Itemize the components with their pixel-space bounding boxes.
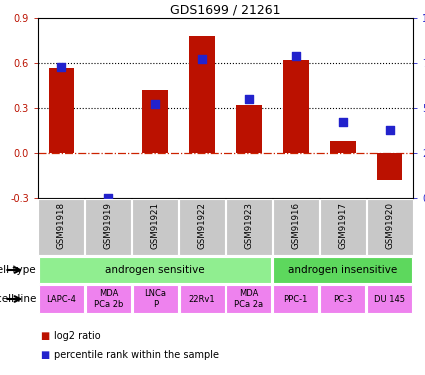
Bar xyxy=(86,285,131,313)
Text: LNCa
P: LNCa P xyxy=(144,289,166,309)
Bar xyxy=(48,68,74,153)
Bar xyxy=(179,285,224,313)
Text: GSM91916: GSM91916 xyxy=(291,202,300,249)
Point xyxy=(105,195,112,201)
Bar xyxy=(273,285,318,313)
Bar xyxy=(39,199,85,255)
Bar xyxy=(236,105,262,153)
Text: MDA
PCa 2b: MDA PCa 2b xyxy=(94,289,123,309)
Text: MDA
PCa 2a: MDA PCa 2a xyxy=(234,289,264,309)
Bar xyxy=(367,199,413,255)
Point xyxy=(292,53,299,59)
Bar xyxy=(39,285,84,313)
Bar xyxy=(273,257,412,283)
Bar xyxy=(142,90,168,153)
Bar xyxy=(367,285,412,313)
Bar xyxy=(132,199,178,255)
Text: percentile rank within the sample: percentile rank within the sample xyxy=(54,350,219,360)
Point xyxy=(198,56,205,62)
Text: LAPC-4: LAPC-4 xyxy=(46,294,76,303)
Text: ■: ■ xyxy=(40,350,49,360)
Text: log2 ratio: log2 ratio xyxy=(54,331,101,341)
Bar xyxy=(85,199,131,255)
Text: PC-3: PC-3 xyxy=(333,294,352,303)
Point xyxy=(339,119,346,125)
Text: DU 145: DU 145 xyxy=(374,294,405,303)
Text: GSM91922: GSM91922 xyxy=(198,202,207,249)
Bar xyxy=(39,257,272,283)
Bar xyxy=(227,285,272,313)
Title: GDS1699 / 21261: GDS1699 / 21261 xyxy=(170,4,281,17)
Bar xyxy=(320,285,365,313)
Bar xyxy=(226,199,272,255)
Bar xyxy=(283,60,309,153)
Bar xyxy=(330,141,356,153)
Text: GSM91920: GSM91920 xyxy=(385,202,394,249)
Bar xyxy=(179,199,225,255)
Text: GSM91917: GSM91917 xyxy=(338,202,347,249)
Text: GSM91921: GSM91921 xyxy=(151,202,160,249)
Point xyxy=(246,96,252,102)
Point xyxy=(58,64,65,70)
Text: GSM91923: GSM91923 xyxy=(244,202,253,249)
Bar xyxy=(377,153,402,180)
Bar xyxy=(189,36,215,153)
Point xyxy=(386,127,393,133)
Text: cell type: cell type xyxy=(0,265,36,275)
Text: androgen sensitive: androgen sensitive xyxy=(105,265,205,275)
Text: 22Rv1: 22Rv1 xyxy=(189,294,215,303)
Bar xyxy=(273,199,319,255)
Text: androgen insensitive: androgen insensitive xyxy=(288,265,397,275)
Bar xyxy=(320,199,366,255)
Text: ■: ■ xyxy=(40,331,49,341)
Bar xyxy=(133,285,178,313)
Text: PPC-1: PPC-1 xyxy=(283,294,308,303)
Text: GSM91919: GSM91919 xyxy=(104,202,113,249)
Text: cell line: cell line xyxy=(0,294,36,304)
Text: GSM91918: GSM91918 xyxy=(57,202,66,249)
Point xyxy=(152,101,159,107)
